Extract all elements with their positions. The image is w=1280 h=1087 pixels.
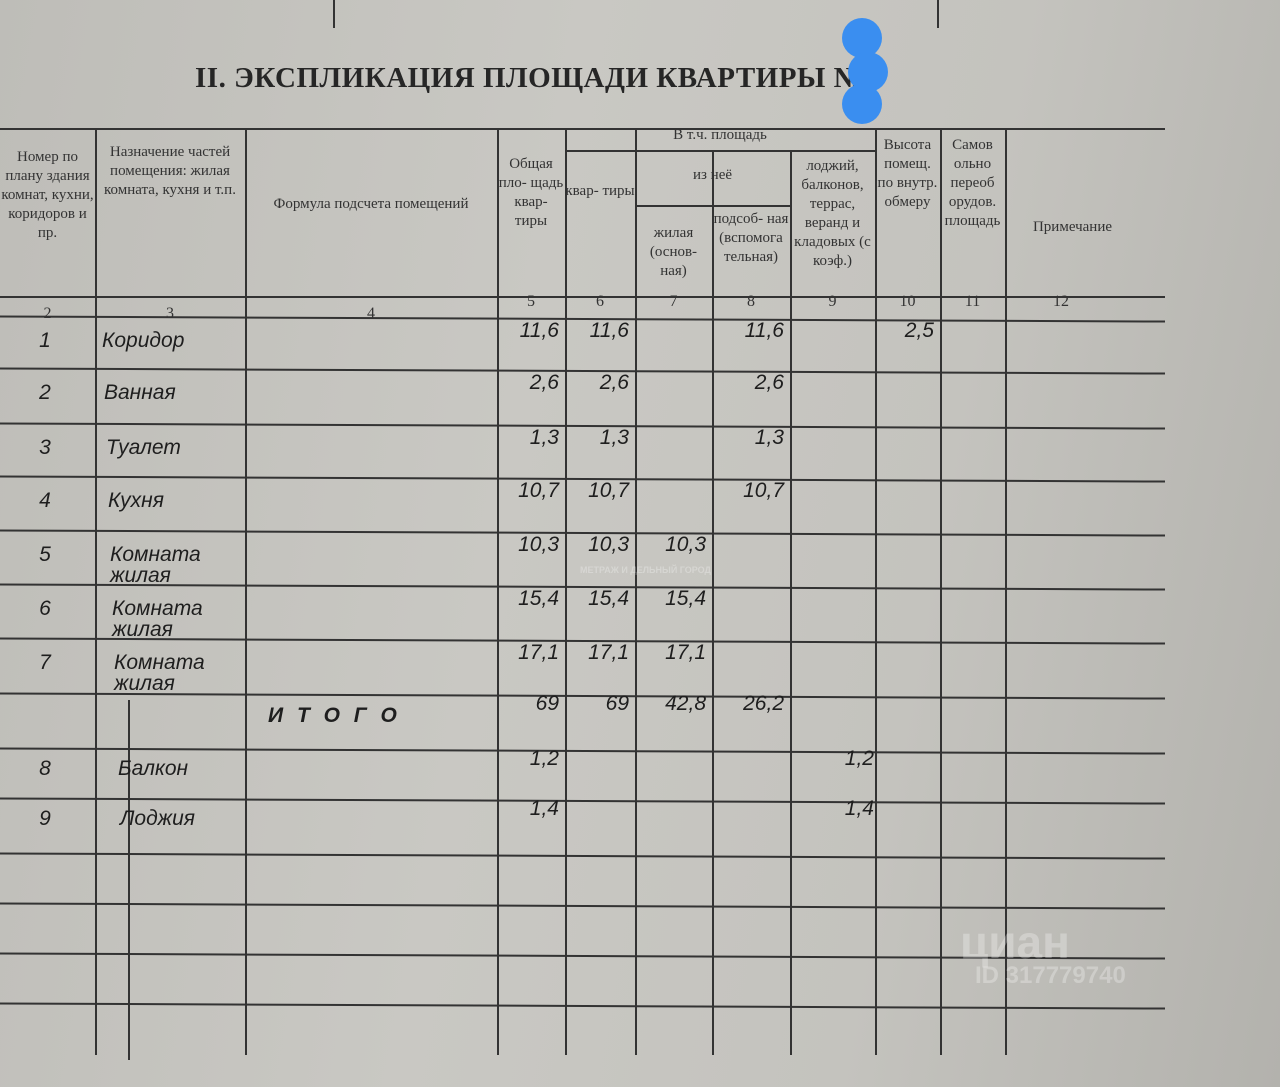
column-divider (128, 700, 130, 1060)
cell-total: 11,6 (519, 319, 559, 342)
cell-living: 17,1 (665, 641, 706, 664)
cell-flat: 15,4 (588, 587, 629, 610)
cell-total: 17,1 (518, 641, 559, 664)
cell-total: 10,3 (518, 533, 559, 556)
column-number: 4 (367, 305, 375, 322)
row-number: 2 (39, 381, 51, 404)
cell-aux: 26,2 (743, 692, 784, 715)
column-divider (940, 128, 942, 1055)
row-number: 5 (39, 543, 51, 566)
row-divider (565, 150, 875, 152)
column-number: 12 (1053, 293, 1069, 310)
header-col3: Назначение частей помещения: жилая комна… (104, 144, 236, 198)
cell-flat: 10,3 (588, 533, 629, 556)
privacy-blur-mark (842, 18, 882, 58)
privacy-blur-mark (842, 84, 882, 124)
header-col5: Общая пло- щадь квар- тиры (498, 156, 564, 229)
header-col8: подсоб- ная (вспомога тельная) (713, 211, 789, 265)
row-number: 9 (39, 807, 51, 830)
cell-flat: 10,7 (588, 479, 629, 502)
cell-aux: 11,6 (744, 319, 784, 342)
cell-total: 1,2 (529, 747, 559, 770)
header-col6: квар- тиры (565, 183, 635, 199)
column-divider (497, 128, 499, 1055)
cell-flat: 2,6 (599, 371, 629, 394)
watermark-brand: циан (960, 916, 1070, 968)
header-col2: Номер по плану здания комнат, кухни, кор… (1, 149, 94, 241)
cell-total: 2,6 (529, 371, 559, 394)
room-name: Комната жилая (112, 597, 203, 641)
column-number: 8 (747, 293, 755, 310)
column-number: 3 (166, 305, 174, 322)
room-name: Ванная (104, 381, 176, 404)
room-name: Туалет (106, 436, 181, 459)
column-divider (245, 128, 247, 1055)
column-divider (95, 128, 97, 1055)
cell-flat: 69 (605, 692, 629, 715)
row-divider (635, 205, 790, 207)
room-name: Коридор (102, 329, 185, 352)
column-divider (565, 128, 567, 1055)
row-number: 3 (39, 436, 51, 459)
document-title: II. ЭКСПЛИКАЦИЯ ПЛОЩАДИ КВАРТИРЫ № (195, 62, 864, 94)
room-name: Кухня (108, 489, 164, 512)
cell-aux: 10,7 (743, 479, 784, 502)
column-divider (1005, 128, 1007, 1055)
watermark-center: МЕТРАЖ И ДЕЛЬНЫЙ ГОРОД (580, 565, 711, 575)
column-number: 10 (899, 293, 916, 310)
room-name: Комната жилая (110, 543, 201, 587)
room-name: Балкон (118, 757, 189, 780)
cell-total: 1,4 (529, 797, 559, 820)
top-table-line (937, 0, 939, 28)
header-col9: лоджий, балконов, террас, веранд и кладо… (794, 158, 871, 269)
row-number: 8 (39, 757, 51, 780)
column-number: 2 (43, 305, 52, 322)
column-number: 11 (964, 293, 981, 310)
row-divider (0, 128, 1165, 130)
column-number: 6 (596, 293, 604, 310)
row-number: 7 (39, 651, 51, 674)
cell-total: 69 (535, 692, 559, 715)
cell-aux: 2,6 (754, 371, 784, 394)
row-number: 4 (39, 489, 51, 512)
cell-living: 15,4 (665, 587, 706, 610)
header-subgroup: из неё (692, 167, 733, 183)
header-col7: жилая (основ- ная) (649, 225, 698, 279)
header-col10: Высота помещ. по внутр. обмеру (877, 137, 938, 210)
header-col4: Формула подсчета помещений (273, 196, 469, 212)
cell-living: 10,3 (665, 533, 706, 556)
cell-flat: 11,6 (589, 319, 629, 342)
cell-height: 2,5 (904, 319, 934, 342)
column-divider (875, 128, 877, 1055)
column-number: 7 (669, 293, 678, 310)
cell-aux: 1,3 (754, 426, 784, 449)
header-col12: Примечание (1032, 219, 1113, 235)
total-label: И Т О Г О (268, 704, 401, 727)
cell-flat: 17,1 (588, 641, 629, 664)
cell-total: 15,4 (518, 587, 559, 610)
row-number: 6 (39, 597, 51, 620)
cell-flat: 1,3 (599, 426, 629, 449)
row-number: 1 (39, 329, 51, 352)
cell-balcony: 1,4 (844, 797, 874, 820)
top-table-line (333, 0, 335, 28)
room-name: Комната жилая (114, 651, 205, 695)
cell-living: 42,8 (665, 692, 706, 715)
watermark-id: ID 317779740 (975, 962, 1126, 989)
column-divider (635, 128, 637, 152)
header-col11: Самов ольно переоб орудов. площадь (944, 137, 1001, 229)
cell-total: 10,7 (518, 479, 559, 502)
row-divider (0, 296, 1165, 298)
cell-balcony: 1,2 (844, 747, 874, 770)
column-number: 5 (527, 293, 535, 310)
column-divider (635, 152, 637, 1055)
cell-total: 1,3 (529, 426, 559, 449)
header-group: В т.ч. площадь (673, 127, 767, 143)
column-divider (712, 152, 714, 1055)
room-name: Лоджия (120, 807, 196, 830)
column-divider (790, 152, 792, 1055)
column-number: 9 (828, 293, 837, 310)
